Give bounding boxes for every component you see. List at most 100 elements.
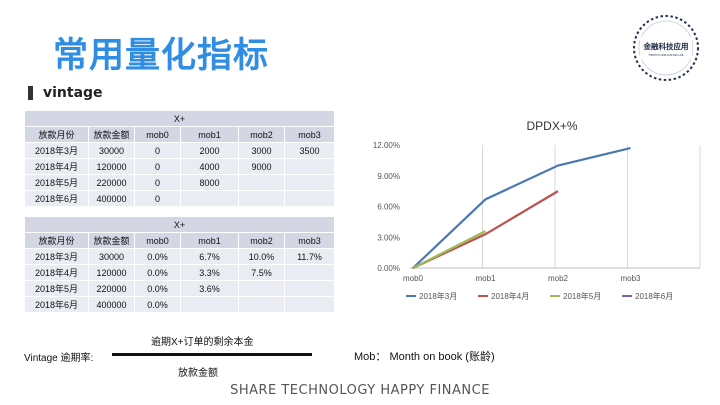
table-cell: 0 (134, 174, 181, 191)
table-cell (284, 158, 335, 175)
table-cell: 0.0% (134, 296, 181, 313)
table-cell (284, 296, 335, 313)
x-tick-label: mob3 (620, 274, 641, 283)
y-tick-label: 6.00% (377, 203, 400, 212)
logo: 金融科技应用 FINTECH APPLICATION LAB (633, 15, 699, 81)
table-row: 2018年3月 30000 0 2000 3000 3500 (24, 142, 335, 159)
column-header: 放款金额 (88, 126, 135, 143)
column-header: mob2 (238, 232, 285, 249)
table-cell: 9000 (238, 158, 285, 175)
legend-label: 2018年6月 (635, 291, 673, 301)
column-header: mob1 (180, 126, 239, 143)
table-row: 2018年5月 220000 0 8000 (24, 174, 335, 191)
column-header: 放款月份 (24, 232, 89, 249)
y-tick-label: 9.00% (377, 172, 400, 181)
table-cell: 2000 (180, 142, 239, 159)
table-cell (284, 280, 335, 297)
table-row: 2018年3月 30000 0.0% 6.7% 10.0% 11.7% (24, 248, 335, 265)
y-tick-label: 0.00% (377, 264, 400, 273)
table-cell: 3.3% (180, 264, 239, 281)
table-cell: 3000 (238, 142, 285, 159)
column-header: mob3 (284, 232, 335, 249)
table-cell: 2018年4月 (24, 158, 89, 175)
table-cell: 0 (134, 142, 181, 159)
vintage-balance-table: X+ 放款月份 放款金额 mob0 mob1 mob2 mob3 2018年3月… (24, 110, 335, 207)
y-tick-label: 12.00% (373, 141, 400, 150)
table-row: 2018年6月 400000 0 (24, 190, 335, 207)
table-cell: 0.0% (134, 248, 181, 265)
table-cell: 0 (134, 158, 181, 175)
column-header: mob0 (134, 232, 181, 249)
table-cell (238, 174, 285, 191)
table-cell: 3500 (284, 142, 335, 159)
table-cell (284, 264, 335, 281)
formula-label: Vintage 逾期率: (24, 353, 94, 364)
legend-label: 2018年5月 (563, 291, 601, 301)
table-cell: 400000 (88, 190, 135, 207)
footer-slogan: SHARE TECHNOLOGY HAPPY FINANCE (230, 383, 490, 398)
y-tick-label: 3.00% (377, 233, 400, 242)
section-heading: vintage (28, 84, 103, 102)
table-cell (238, 190, 285, 207)
table-row: 2018年5月 220000 0.0% 3.6% (24, 280, 335, 297)
table-cell: 400000 (88, 296, 135, 313)
table-cell: 120000 (88, 158, 135, 175)
formula-fraction-line (112, 353, 312, 356)
series-line (412, 230, 486, 269)
logo-text: 金融科技应用 (643, 41, 689, 51)
table-cell: 2018年3月 (24, 248, 89, 265)
table-row: 2018年4月 120000 0 4000 9000 (24, 158, 335, 175)
column-header: 放款月份 (24, 126, 89, 143)
table-row: 2018年4月 120000 0.0% 3.3% 7.5% (24, 264, 335, 281)
column-header: mob3 (284, 126, 335, 143)
series-point (412, 267, 414, 269)
table-cell: 11.7% (284, 248, 335, 265)
logo-subtext: FINTECH APPLICATION LAB (649, 53, 684, 57)
table-cell: 30000 (88, 248, 135, 265)
table-cell: 120000 (88, 264, 135, 281)
column-header: 放款金额 (88, 232, 135, 249)
legend-label: 2018年4月 (491, 291, 529, 301)
table-cell: 2018年6月 (24, 296, 89, 313)
formula-denominator: 放款金额 (178, 368, 218, 379)
dpd-line-chart: DPDX+% 0.00% 3.00% 6.00% 9.00% 12.00% mob0 mob… (373, 119, 701, 301)
column-header: mob2 (238, 126, 285, 143)
x-tick-label: mob2 (548, 274, 569, 283)
section-label: vintage (43, 85, 103, 101)
section-marker (28, 86, 33, 100)
table-cell: 2018年5月 (24, 280, 89, 297)
table-cell (180, 296, 239, 313)
table-cell: 6.7% (180, 248, 239, 265)
formula-numerator: 逾期X+订单的剩余本金 (151, 337, 254, 348)
table-cell: 0 (134, 190, 181, 207)
table-cell: 7.5% (238, 264, 285, 281)
legend-label: 2018年3月 (419, 291, 457, 301)
table-cell (238, 296, 285, 313)
chart-title: DPDX+% (526, 119, 577, 133)
table-cell (284, 174, 335, 191)
series-line (412, 147, 631, 269)
table-cell: 30000 (88, 142, 135, 159)
vintage-rate-table: X+ 放款月份 放款金额 mob0 mob1 mob2 mob3 2018年3月… (24, 216, 335, 313)
table-cell (180, 190, 239, 207)
table-cell: 10.0% (238, 248, 285, 265)
table-caption: X+ (24, 216, 335, 233)
table-cell: 3.6% (180, 280, 239, 297)
table-cell: 2018年3月 (24, 142, 89, 159)
x-tick-label: mob0 (403, 274, 424, 283)
table-cell (284, 190, 335, 207)
column-header: mob1 (180, 232, 239, 249)
column-header: mob0 (134, 126, 181, 143)
table-cell: 220000 (88, 280, 135, 297)
table-cell: 2018年5月 (24, 174, 89, 191)
page-title: 常用量化指标 (53, 36, 270, 76)
table-cell: 2018年4月 (24, 264, 89, 281)
table-cell: 0.0% (134, 280, 181, 297)
table-row: 2018年6月 400000 0.0% (24, 296, 335, 313)
table-cell: 4000 (180, 158, 239, 175)
x-tick-label: mob1 (475, 274, 496, 283)
table-cell: 2018年6月 (24, 190, 89, 207)
mob-definition: Mob： Month on book (账龄) (354, 351, 495, 363)
table-cell (238, 280, 285, 297)
table-cell: 8000 (180, 174, 239, 191)
